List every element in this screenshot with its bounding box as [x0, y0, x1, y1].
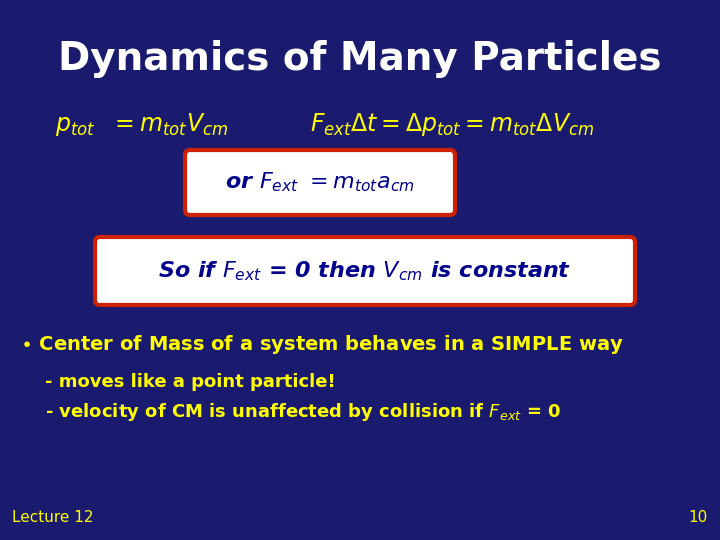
Text: Lecture 12: Lecture 12	[12, 510, 94, 525]
FancyBboxPatch shape	[185, 150, 455, 215]
Text: $\bullet$ Center of Mass of a system behaves in a SIMPLE way: $\bullet$ Center of Mass of a system beh…	[20, 334, 624, 356]
Text: - moves like a point particle!: - moves like a point particle!	[45, 373, 336, 391]
FancyBboxPatch shape	[95, 237, 635, 305]
Text: $F_{ext}\Delta t = \Delta p_{tot} = m_{tot}\Delta V_{cm}$: $F_{ext}\Delta t = \Delta p_{tot} = m_{t…	[310, 111, 594, 138]
Text: $p_{tot}$  $= m_{tot}V_{cm}$: $p_{tot}$ $= m_{tot}V_{cm}$	[55, 111, 228, 138]
Text: or $F_{ext}$ $= m_{tot}a_{cm}$: or $F_{ext}$ $= m_{tot}a_{cm}$	[225, 171, 415, 194]
Text: Dynamics of Many Particles: Dynamics of Many Particles	[58, 40, 662, 78]
Text: So if $F_{ext}$ = 0 then $V_{cm}$ is constant: So if $F_{ext}$ = 0 then $V_{cm}$ is con…	[158, 259, 572, 283]
Text: 10: 10	[689, 510, 708, 525]
Text: - velocity of CM is unaffected by collision if $F_{ext}$ = 0: - velocity of CM is unaffected by collis…	[45, 401, 561, 423]
